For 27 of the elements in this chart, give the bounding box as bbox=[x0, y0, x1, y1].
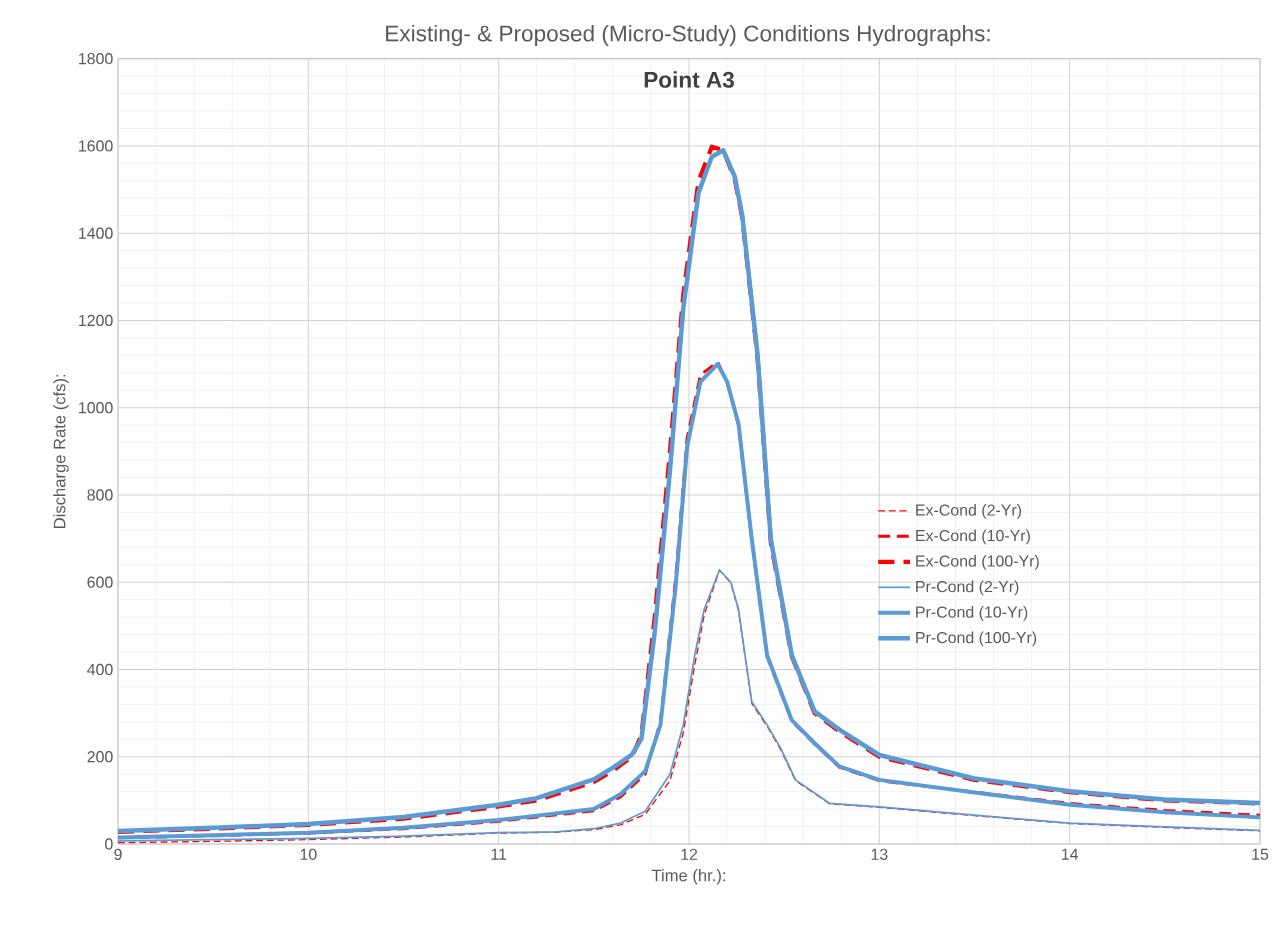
legend-label: Pr-Cond (10-Yr) bbox=[916, 606, 1028, 621]
x-tick-label: 10 bbox=[300, 848, 317, 860]
y-tick-label: 1400 bbox=[79, 227, 113, 239]
x-tick-label: 12 bbox=[681, 848, 698, 860]
legend-label: Ex-Cond (2-Yr) bbox=[916, 504, 1022, 519]
y-tick-label: 600 bbox=[87, 576, 113, 588]
x-tick-label: 11 bbox=[491, 848, 507, 860]
chart-title: Existing- & Proposed (Micro-Study) Conditions Hydrographs: bbox=[386, 24, 990, 46]
x-axis-title: Time (hr.): bbox=[651, 869, 726, 885]
y-tick-label: 1000 bbox=[79, 402, 113, 414]
x-tick-label: 15 bbox=[1252, 848, 1269, 860]
y-tick-label: 200 bbox=[87, 751, 113, 763]
y-tick-label: 800 bbox=[87, 489, 113, 501]
y-tick-label: 1200 bbox=[79, 314, 113, 327]
x-tick-label: 13 bbox=[871, 848, 888, 860]
x-tick-label: 9 bbox=[114, 848, 122, 860]
legend-label: Ex-Cond (100-Yr) bbox=[916, 555, 1039, 570]
x-tick-label: 14 bbox=[1062, 848, 1079, 860]
y-tick-label: 400 bbox=[87, 663, 113, 676]
y-tick-label: 0 bbox=[105, 838, 113, 850]
legend-label: Pr-Cond (2-Yr) bbox=[916, 580, 1019, 596]
legend-label: Pr-Cond (100-Yr) bbox=[916, 631, 1037, 647]
y-axis-title: Discharge Rate (cfs): bbox=[53, 374, 69, 528]
y-tick-label: 1800 bbox=[79, 53, 113, 65]
chart-subtitle: Point A3 bbox=[644, 71, 734, 88]
legend-label: Ex-Cond (10-Yr) bbox=[916, 529, 1030, 545]
y-tick-label: 1600 bbox=[79, 140, 113, 152]
